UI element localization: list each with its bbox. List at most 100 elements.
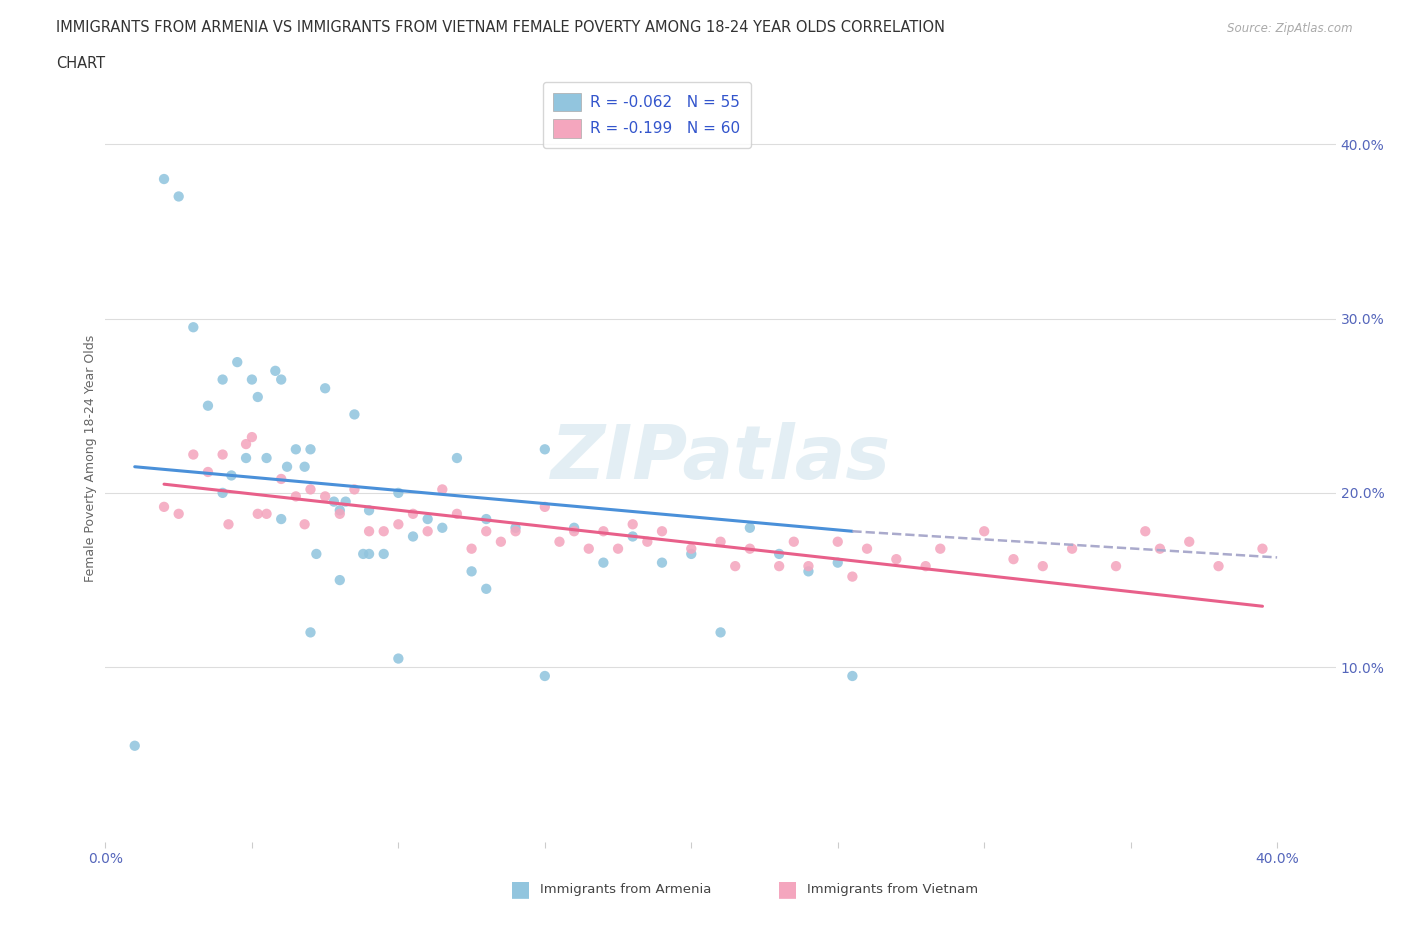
- Point: [416, 524, 439, 538]
- Point: [226, 354, 249, 369]
- Point: [416, 512, 439, 526]
- Point: [886, 551, 908, 566]
- Point: [124, 738, 146, 753]
- Text: ZIPatlas: ZIPatlas: [551, 421, 890, 495]
- Point: [651, 524, 673, 538]
- Point: [314, 489, 336, 504]
- Point: [533, 499, 555, 514]
- Legend: R = -0.062   N = 55, R = -0.199   N = 60: R = -0.062 N = 55, R = -0.199 N = 60: [543, 82, 751, 149]
- Point: [211, 372, 233, 387]
- Point: [218, 517, 240, 532]
- Point: [323, 494, 346, 509]
- Point: [387, 517, 409, 532]
- Point: [167, 507, 190, 522]
- Point: [475, 512, 498, 526]
- Point: [929, 541, 952, 556]
- Point: [211, 447, 233, 462]
- Point: [475, 524, 498, 538]
- Point: [343, 407, 366, 422]
- Point: [738, 521, 761, 536]
- Point: [592, 555, 614, 570]
- Point: [533, 442, 555, 457]
- Point: [246, 507, 269, 522]
- Point: [305, 547, 328, 562]
- Point: [681, 541, 703, 556]
- Point: [284, 489, 307, 504]
- Point: [235, 437, 257, 452]
- Point: [1032, 559, 1054, 574]
- Point: [359, 547, 381, 562]
- Point: [1002, 551, 1025, 566]
- Text: ■: ■: [510, 879, 530, 899]
- Point: [1208, 559, 1230, 574]
- Point: [314, 381, 336, 396]
- Point: [256, 451, 278, 466]
- Point: [373, 524, 395, 538]
- Point: [562, 521, 585, 536]
- Point: [387, 651, 409, 666]
- Point: [402, 507, 425, 522]
- Point: [856, 541, 879, 556]
- Point: [710, 625, 733, 640]
- Point: [768, 559, 790, 574]
- Point: [505, 521, 527, 536]
- Point: [153, 499, 176, 514]
- Point: [973, 524, 995, 538]
- Point: [284, 442, 307, 457]
- Point: [621, 529, 644, 544]
- Point: [221, 468, 243, 483]
- Point: [276, 459, 298, 474]
- Point: [299, 482, 322, 497]
- Text: CHART: CHART: [56, 56, 105, 71]
- Point: [183, 320, 205, 335]
- Point: [841, 669, 863, 684]
- Point: [235, 451, 257, 466]
- Point: [592, 524, 614, 538]
- Point: [578, 541, 600, 556]
- Text: Immigrants from Armenia: Immigrants from Armenia: [540, 883, 711, 896]
- Point: [240, 372, 263, 387]
- Point: [710, 535, 733, 550]
- Point: [841, 569, 863, 584]
- Point: [153, 172, 176, 187]
- Point: [402, 529, 425, 544]
- Point: [1149, 541, 1171, 556]
- Point: [914, 559, 936, 574]
- Point: [460, 564, 482, 578]
- Text: ■: ■: [778, 879, 797, 899]
- Point: [299, 625, 322, 640]
- Point: [264, 364, 287, 379]
- Point: [533, 669, 555, 684]
- Point: [299, 442, 322, 457]
- Point: [446, 451, 468, 466]
- Point: [1062, 541, 1084, 556]
- Point: [738, 541, 761, 556]
- Point: [1135, 524, 1157, 538]
- Point: [460, 541, 482, 556]
- Point: [294, 517, 316, 532]
- Text: IMMIGRANTS FROM ARMENIA VS IMMIGRANTS FROM VIETNAM FEMALE POVERTY AMONG 18-24 YE: IMMIGRANTS FROM ARMENIA VS IMMIGRANTS FR…: [56, 20, 945, 35]
- Point: [505, 524, 527, 538]
- Point: [329, 507, 352, 522]
- Point: [343, 482, 366, 497]
- Point: [724, 559, 747, 574]
- Point: [335, 494, 357, 509]
- Point: [636, 535, 658, 550]
- Point: [359, 524, 381, 538]
- Point: [446, 507, 468, 522]
- Point: [270, 512, 292, 526]
- Point: [548, 535, 571, 550]
- Y-axis label: Female Poverty Among 18-24 Year Olds: Female Poverty Among 18-24 Year Olds: [84, 335, 97, 581]
- Point: [651, 555, 673, 570]
- Point: [240, 430, 263, 445]
- Point: [607, 541, 630, 556]
- Point: [562, 524, 585, 538]
- Point: [359, 503, 381, 518]
- Point: [329, 503, 352, 518]
- Point: [329, 573, 352, 588]
- Point: [827, 535, 849, 550]
- Point: [768, 547, 790, 562]
- Point: [256, 507, 278, 522]
- Point: [797, 564, 820, 578]
- Point: [211, 485, 233, 500]
